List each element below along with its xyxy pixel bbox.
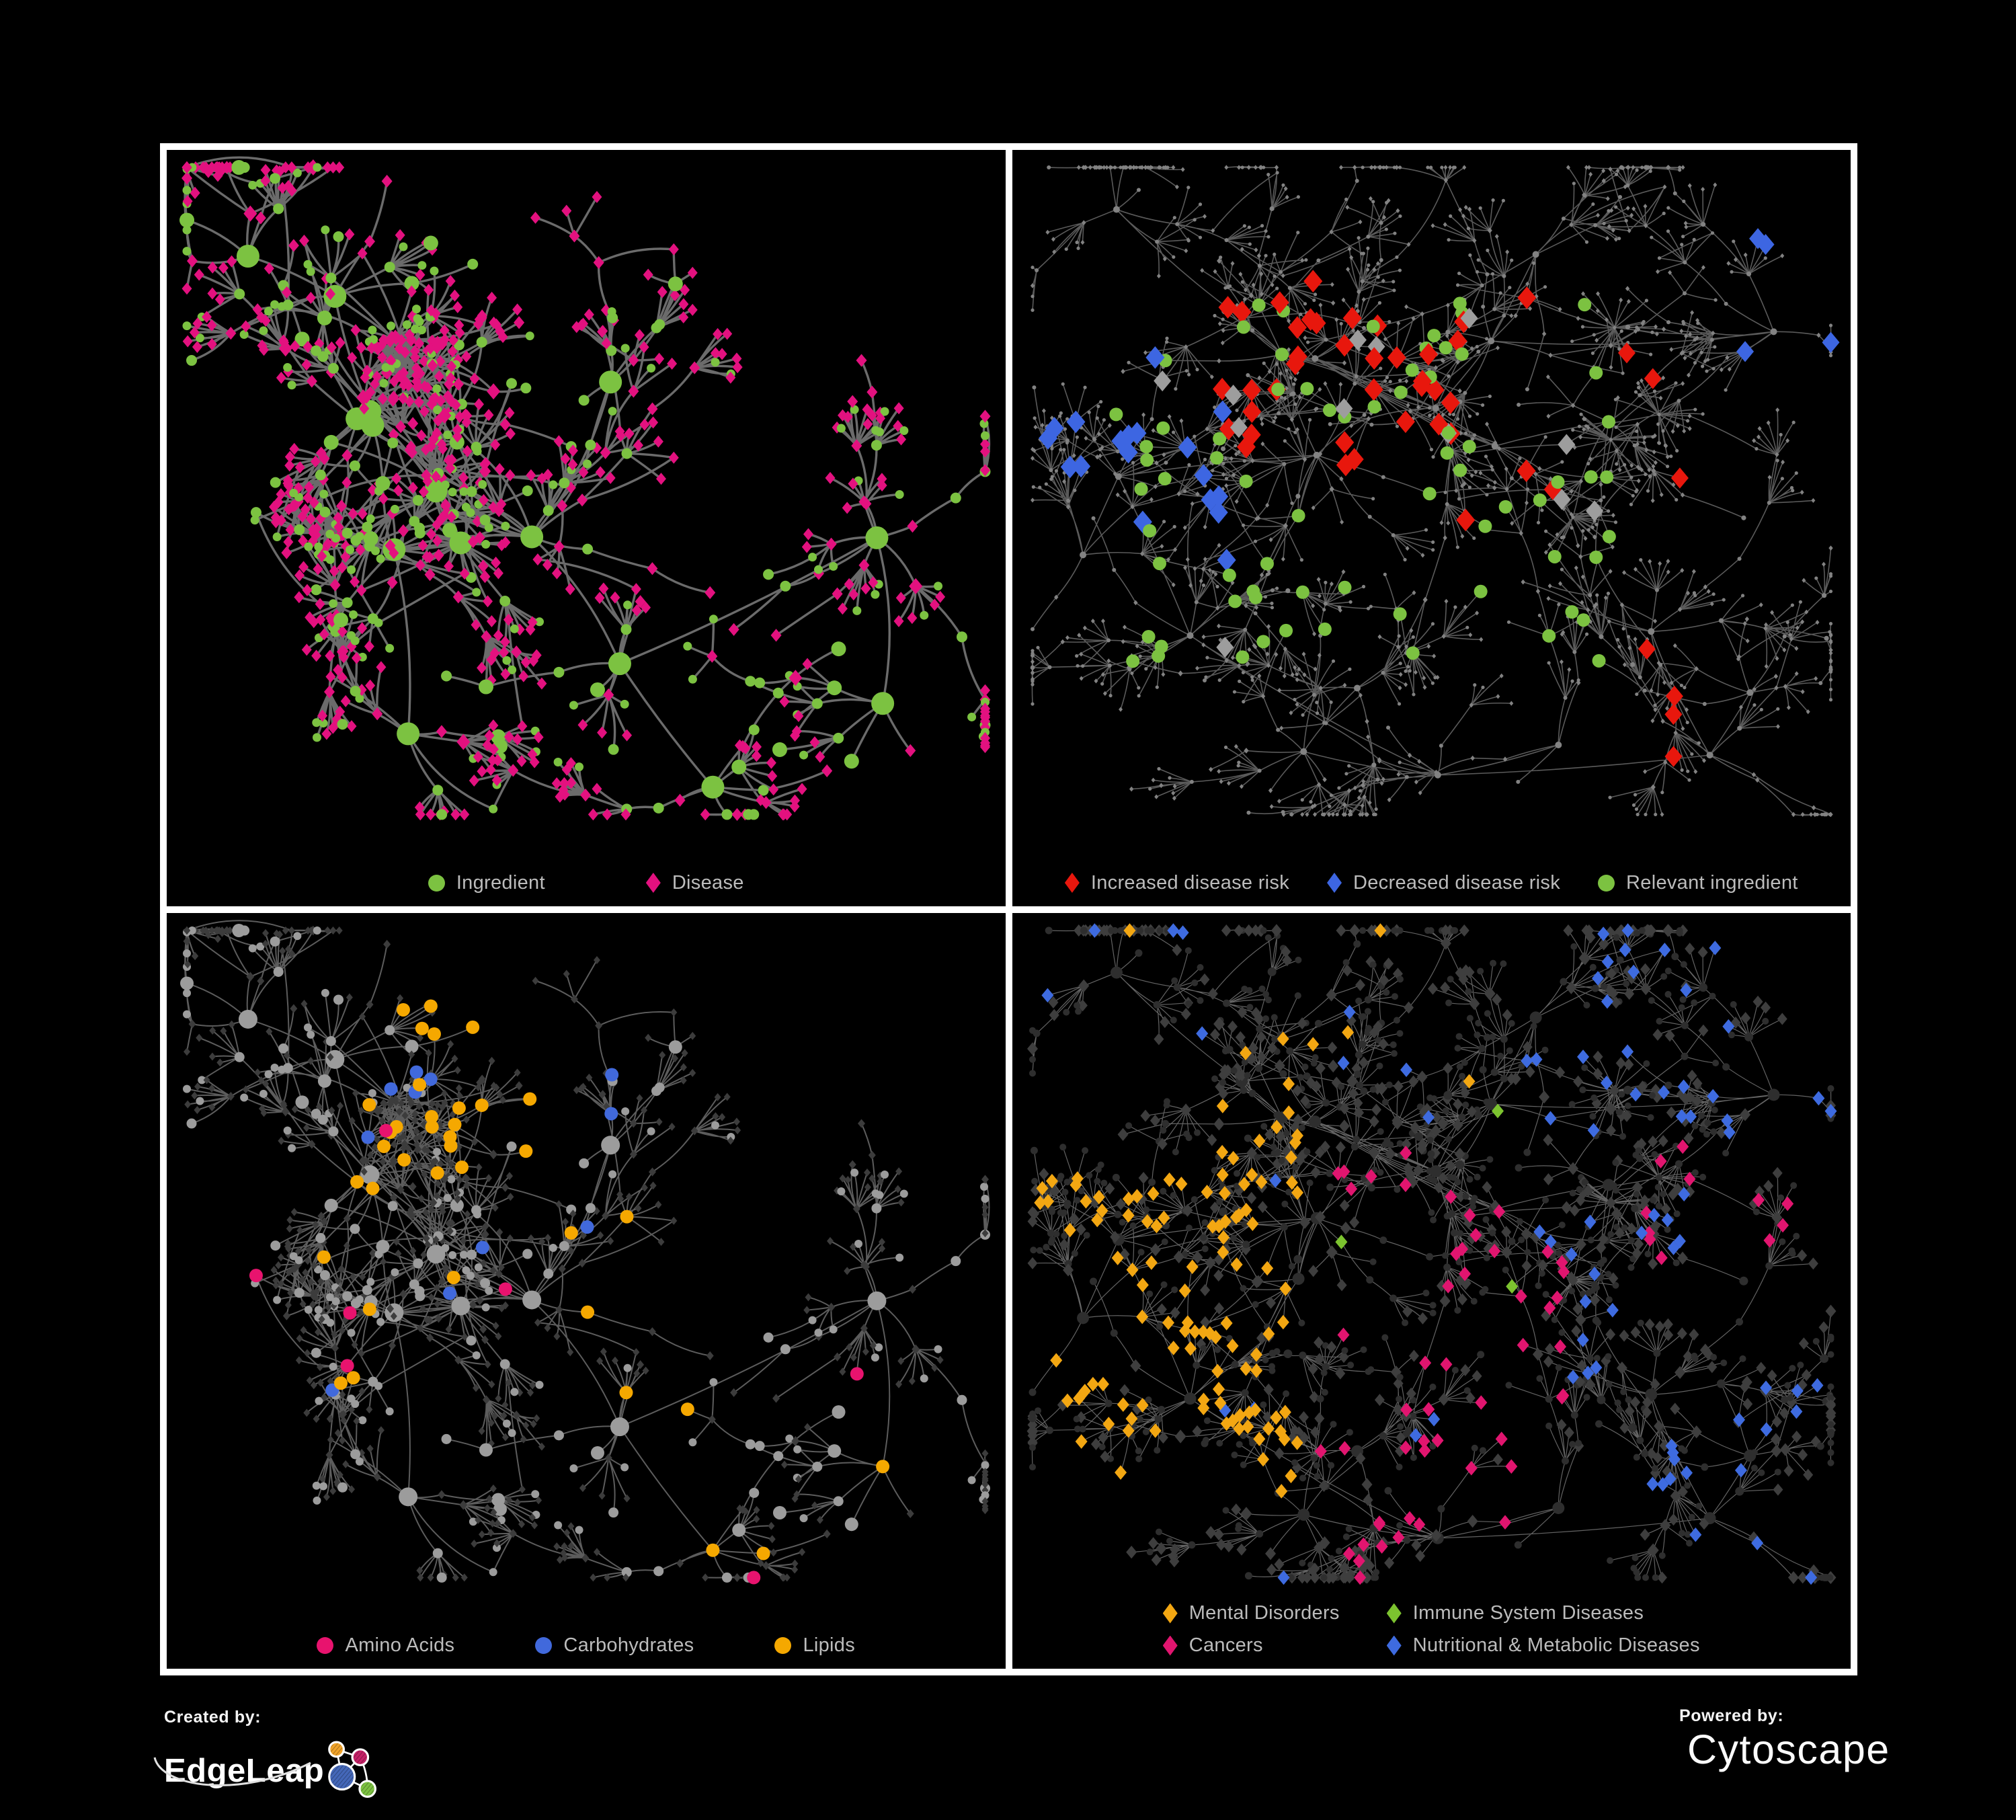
network-disease-risk	[1029, 165, 1839, 818]
legend-label: Immune System Diseases	[1412, 1602, 1644, 1624]
circle-marker	[317, 1637, 334, 1654]
legend-label: Ingredient	[456, 871, 545, 894]
legend-item-cancers: Cancers	[1162, 1634, 1340, 1657]
legend-item-relevant-ingredient: Relevant ingredient	[1598, 872, 1798, 894]
legend-label: Decreased disease risk	[1353, 871, 1561, 894]
legend-label: Disease	[672, 871, 744, 894]
panel-grid: Ingredient Disease Increased disease risk…	[160, 143, 1857, 1675]
panel-disease-risk: Increased disease risk Decreased disease …	[1012, 150, 1851, 906]
legend-two-column-grid: Mental Disorders Immune System Diseases Ca…	[1162, 1602, 1700, 1657]
panel-ingredient-disease: Ingredient Disease	[167, 150, 1006, 906]
edgeleap-network-icon	[328, 1741, 377, 1798]
diamond-marker	[1386, 1603, 1402, 1624]
network-nutrient-classes	[180, 919, 990, 1584]
legend-item-lipids: Lipids	[774, 1634, 855, 1657]
legend-nutrient-classes: Amino Acids Carbohydrates Lipids	[167, 1634, 1006, 1657]
legend-item-immune-system-diseases: Immune System Diseases	[1386, 1602, 1700, 1624]
legend-disease-risk: Increased disease risk Decreased disease …	[1012, 872, 1851, 894]
panel-disease-categories: Mental Disorders Immune System Diseases Ca…	[1012, 912, 1851, 1669]
legend-item-increased-disease-risk: Increased disease risk	[1064, 871, 1290, 894]
diamond-marker	[1162, 1603, 1178, 1624]
legend-label: Mental Disorders	[1188, 1602, 1340, 1624]
legend-item-disease: Disease	[645, 871, 744, 894]
legend-ingredient-disease: Ingredient Disease	[167, 872, 1006, 894]
cytoscape-wordmark: Cytoscape	[1687, 1726, 1890, 1772]
created-by-label: Created by:	[164, 1708, 261, 1727]
panel-nutrient-classes: Amino Acids Carbohydrates Lipids	[167, 912, 1006, 1669]
legend-label: Nutritional & Metabolic Diseases	[1412, 1634, 1700, 1656]
diamond-marker	[1386, 1635, 1402, 1656]
diamond-marker	[1064, 873, 1080, 893]
edgeleap-credit: Created by: EdgeLeap	[153, 1708, 379, 1813]
cytoscape-credit: Powered by: Cytosc	[1679, 1706, 1889, 1770]
legend-label: Cancers	[1188, 1634, 1263, 1656]
diamond-marker	[1162, 1635, 1178, 1656]
diamond-marker	[645, 873, 661, 893]
circle-marker	[774, 1637, 792, 1654]
legend-disease-categories: Mental Disorders Immune System Diseases Ca…	[1012, 1602, 1851, 1657]
legend-label: Amino Acids	[345, 1634, 455, 1656]
legend-label: Lipids	[803, 1634, 856, 1656]
legend-item-amino-acids: Amino Acids	[317, 1634, 454, 1657]
edgeleap-icon-hatch	[330, 1743, 374, 1796]
legend-label: Carbohydrates	[563, 1634, 694, 1656]
circle-marker	[1598, 874, 1615, 892]
legend-label: Relevant ingredient	[1626, 871, 1798, 894]
circle-marker	[428, 874, 445, 892]
legend-item-carbohydrates: Carbohydrates	[535, 1634, 694, 1657]
network-ingredient-disease	[179, 156, 991, 822]
legend-item-mental-disorders: Mental Disorders	[1162, 1602, 1340, 1624]
legend-label: Increased disease risk	[1090, 871, 1290, 894]
cytoscape-logo-row: Cytoscape	[1679, 1729, 1889, 1770]
edgeleap-wordmark: EdgeLeap	[164, 1752, 325, 1789]
legend-item-nutritional-metabolic-diseases: Nutritional & Metabolic Diseases	[1386, 1634, 1700, 1657]
legend-item-ingredient: Ingredient	[428, 872, 545, 894]
circle-marker	[535, 1637, 553, 1654]
powered-by-label: Powered by:	[1679, 1706, 1784, 1725]
network-disease-categories	[1026, 922, 1837, 1585]
diamond-marker	[1327, 873, 1342, 893]
legend-item-decreased-disease-risk: Decreased disease risk	[1327, 872, 1560, 894]
edgeleap-logo-row: EdgeLeap	[164, 1729, 379, 1813]
